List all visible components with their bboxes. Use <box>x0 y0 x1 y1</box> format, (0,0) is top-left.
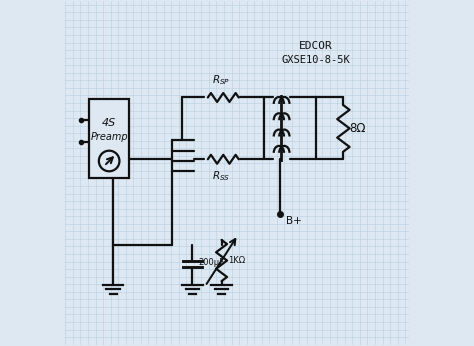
Text: B+: B+ <box>286 216 302 226</box>
Text: GXSE10-8-5K: GXSE10-8-5K <box>282 55 350 65</box>
Text: 4S: 4S <box>102 118 116 128</box>
Text: EDCOR: EDCOR <box>299 41 333 51</box>
Text: R$_{SP}$: R$_{SP}$ <box>212 73 231 87</box>
Text: Preamp: Preamp <box>91 132 128 142</box>
Bar <box>90 99 129 178</box>
Text: R$_{SS}$: R$_{SS}$ <box>212 170 231 183</box>
Text: 200μF: 200μF <box>199 258 225 267</box>
Text: 8Ω: 8Ω <box>350 122 366 135</box>
Text: 1KΩ: 1KΩ <box>228 256 246 265</box>
